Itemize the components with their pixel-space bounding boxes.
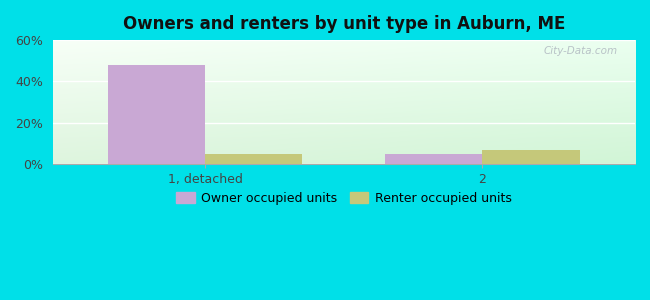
Bar: [205, 154, 302, 164]
Legend: Owner occupied units, Renter occupied units: Owner occupied units, Renter occupied un…: [171, 187, 517, 210]
Bar: [108, 65, 205, 164]
Text: City-Data.com: City-Data.com: [543, 46, 618, 56]
Title: Owners and renters by unit type in Auburn, ME: Owners and renters by unit type in Aubur…: [123, 15, 565, 33]
Bar: [385, 154, 482, 164]
Bar: [482, 150, 580, 164]
